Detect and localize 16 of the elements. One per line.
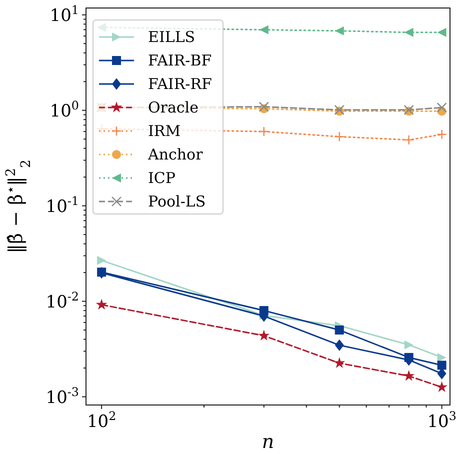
legend-label: IRM <box>148 122 181 140</box>
y-tick-label: 10$^{0}$ <box>50 98 79 122</box>
y-tick-label: 10$^{-3}$ <box>46 384 79 408</box>
y-tick-label: 10$^{-2}$ <box>46 289 79 312</box>
y-tick-label: 10$^{1}$ <box>50 2 79 26</box>
x-tick-label: 10$^{3}$ <box>427 409 456 432</box>
y-tick-label: 10$^{-1}$ <box>46 194 79 217</box>
legend-label: FAIR-BF <box>148 52 212 70</box>
legend-label: FAIR-RF <box>148 75 212 93</box>
x-axis-title: n <box>262 431 274 453</box>
legend-label: Pool-LS <box>148 192 206 210</box>
legend-label: ICP <box>148 169 176 187</box>
legend-label: Anchor <box>147 146 204 164</box>
x-tick-label: 10$^{2}$ <box>86 409 116 432</box>
legend-label: EILLS <box>148 28 196 46</box>
legend-label: Oracle <box>148 98 199 116</box>
